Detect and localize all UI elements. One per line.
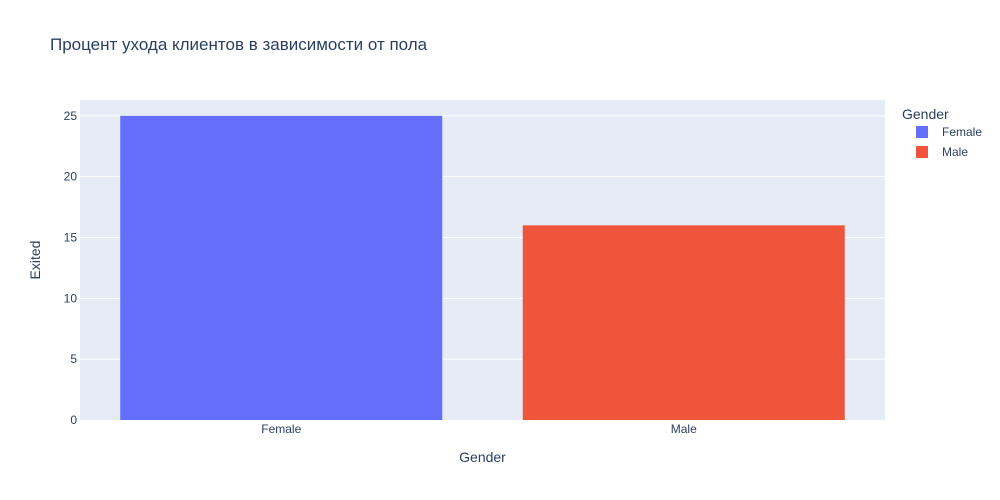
legend-label[interactable]: Female [942, 125, 982, 139]
legend-swatch[interactable] [916, 146, 928, 158]
y-tick-label: 5 [70, 352, 77, 366]
x-axis-title: Gender [459, 449, 506, 465]
y-tick-label: 20 [64, 170, 78, 184]
y-tick-label: 25 [64, 109, 78, 123]
bar-female[interactable] [120, 115, 443, 420]
bar-male[interactable] [522, 225, 845, 420]
legend-label[interactable]: Male [942, 145, 968, 159]
chart-title: Процент ухода клиентов в зависимости от … [50, 35, 428, 54]
legend-items: Female Male [916, 125, 982, 159]
legend: Gender Female Male [902, 106, 982, 159]
y-tick-label: 15 [64, 230, 78, 244]
legend-title: Gender [902, 106, 949, 122]
x-tick-label: Female [261, 422, 301, 436]
x-tick-label: Male [671, 422, 697, 436]
y-axis-title: Exited [27, 241, 43, 280]
x-axis-ticks: Female Male [261, 422, 697, 436]
y-axis-ticks: 0 5 10 15 20 25 [64, 109, 78, 427]
y-tick-label: 0 [70, 413, 77, 427]
y-tick-label: 10 [64, 291, 78, 305]
bars [120, 115, 845, 420]
legend-swatch[interactable] [916, 126, 928, 138]
